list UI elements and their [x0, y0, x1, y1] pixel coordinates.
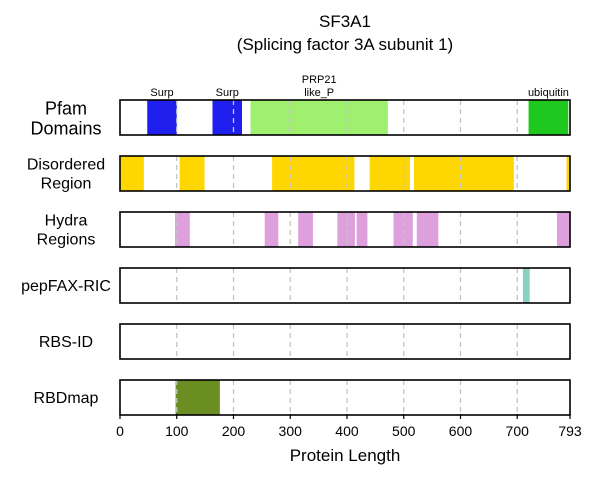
x-tick-label-3: 300: [279, 423, 303, 439]
track-hydra: Hydra Regions: [37, 211, 571, 249]
track-frame: [119, 323, 571, 360]
track-rbsid: RBS-ID: [39, 323, 571, 360]
domain-label-0-0: Surp: [150, 87, 173, 99]
segment-hydra-6: [416, 212, 439, 247]
track-label-disordered-1: Region: [41, 176, 92, 193]
chart-title: SF3A1 (Splicing factor 3A subunit 1): [237, 12, 453, 54]
segment-pfam-1: [212, 100, 243, 135]
segment-disordered-0: [120, 156, 144, 191]
track-label-pfam-1: Domains: [30, 119, 101, 139]
x-tick-label-2: 200: [222, 423, 246, 439]
domain-label-1-0: Surp: [216, 87, 239, 99]
track-frame: [119, 155, 571, 192]
segment-hydra-4: [356, 212, 368, 247]
x-tick-label-1: 100: [165, 423, 189, 439]
track-frame: [119, 267, 571, 304]
segment-hydra-5: [393, 212, 413, 247]
track-rbdmap: RBDmap: [34, 379, 571, 416]
x-tick-label-0: 0: [116, 423, 124, 439]
segment-hydra-1: [264, 212, 279, 247]
x-axis-title: Protein Length: [290, 446, 401, 465]
track-frame: [119, 379, 571, 416]
track-label-rbsid-0: RBS-ID: [39, 334, 93, 351]
track-label-pepfax-0: pepFAX-RIC: [21, 278, 111, 295]
x-tick-label-7: 700: [506, 423, 530, 439]
domain-label-2-0: PRP21: [302, 74, 337, 86]
track-label-pfam-0: Pfam: [45, 99, 87, 119]
track-pepfax: pepFAX-RIC: [21, 267, 571, 304]
segment-rbdmap-0: [175, 380, 220, 415]
segment-pfam-2: [250, 100, 388, 135]
chart-title-line-2: (Splicing factor 3A subunit 1): [237, 35, 453, 54]
x-tick-label-5: 500: [392, 423, 416, 439]
segment-pfam-3: [528, 100, 569, 135]
track-frame: [119, 99, 571, 136]
segment-pepfax-0: [522, 268, 530, 303]
track-disordered: Disordered Region: [27, 155, 571, 193]
segment-hydra-7: [556, 212, 570, 247]
segment-hydra-3: [337, 212, 355, 247]
x-tick-label-4: 400: [335, 423, 359, 439]
track-label-hydra-1: Regions: [37, 232, 96, 249]
x-tick-label-6: 600: [449, 423, 473, 439]
segment-disordered-5: [566, 156, 570, 191]
chart-title-line-1: SF3A1: [319, 12, 371, 31]
segment-hydra-2: [298, 212, 313, 247]
track-label-rbdmap-0: RBDmap: [34, 390, 99, 407]
segment-disordered-4: [413, 156, 514, 191]
track-background: [120, 324, 570, 359]
track-frame: [119, 211, 571, 248]
track-label-disordered-0: Disordered: [27, 157, 105, 174]
x-tick-label-8: 793: [558, 423, 582, 439]
track-background: [120, 268, 570, 303]
domain-label-3-0: ubiquitin: [528, 87, 569, 99]
segment-pfam-0: [147, 100, 177, 135]
domain-label-2-1: like_P: [304, 87, 334, 99]
segment-disordered-2: [272, 156, 355, 191]
track-label-hydra-0: Hydra: [45, 213, 88, 230]
segment-disordered-1: [179, 156, 205, 191]
x-axis: 0 100 200 300 400 500 600 700 793: [116, 414, 582, 439]
segment-hydra-0: [175, 212, 190, 247]
